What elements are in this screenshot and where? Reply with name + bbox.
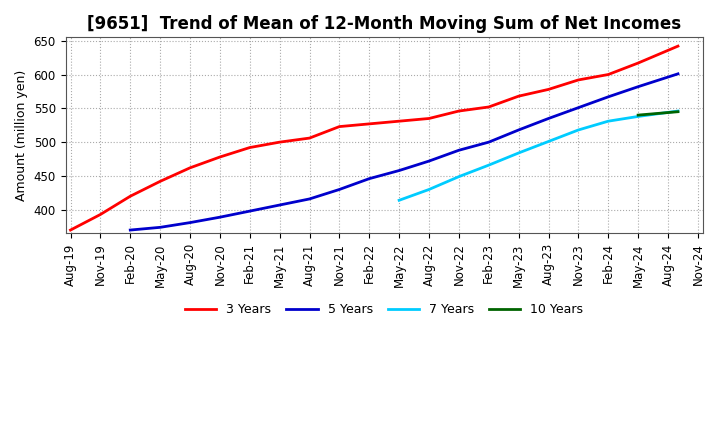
Legend: 3 Years, 5 Years, 7 Years, 10 Years: 3 Years, 5 Years, 7 Years, 10 Years	[180, 298, 588, 321]
Title: [9651]  Trend of Mean of 12-Month Moving Sum of Net Incomes: [9651] Trend of Mean of 12-Month Moving …	[87, 15, 681, 33]
Y-axis label: Amount (million yen): Amount (million yen)	[15, 70, 28, 201]
